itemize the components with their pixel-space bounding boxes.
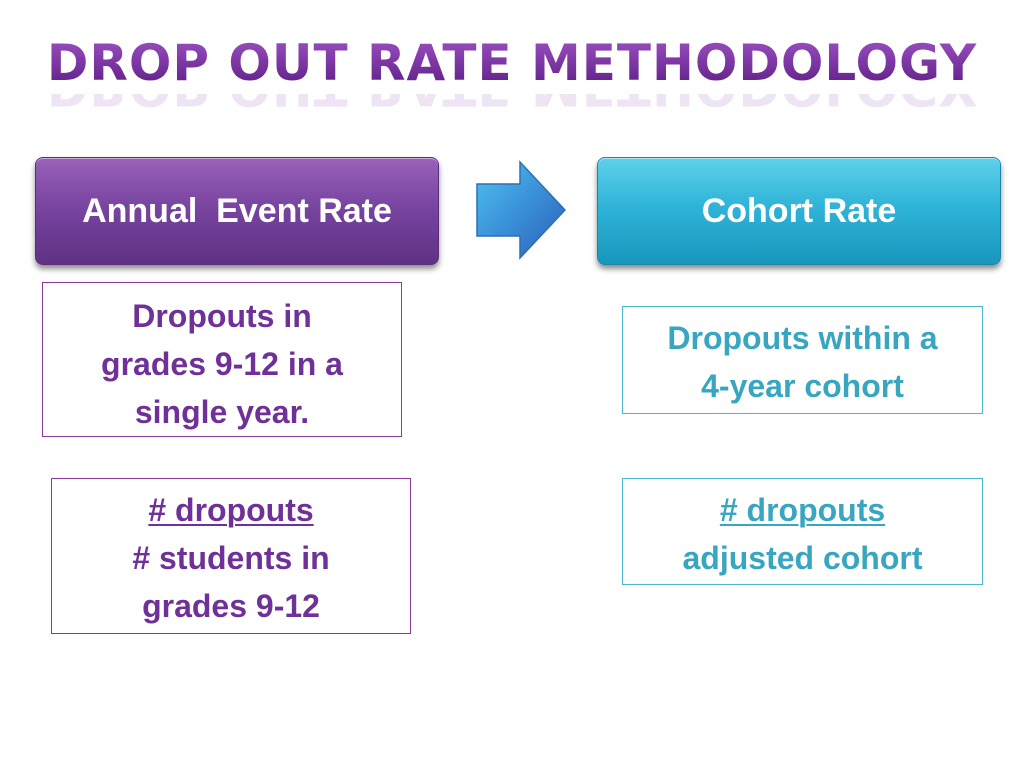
annual-event-rate-box: Annual Event Rate <box>35 157 439 265</box>
cohort-definition-line-1: Dropouts within a <box>667 320 938 356</box>
slide-title: DROP OUT RATE METHODOLOGY <box>46 34 978 92</box>
slide-title-reflection-text: DROP OUT RATE METHODOLOGY <box>47 94 977 112</box>
cohort-rate-box: Cohort Rate <box>597 157 1001 265</box>
annual-formula-box: # dropouts # students in grades 9-12 <box>51 478 411 634</box>
cohort-definition-box: Dropouts within a 4-year cohort <box>622 306 983 414</box>
slide-title-container: DROP OUT RATE METHODOLOGY <box>0 38 1024 88</box>
cohort-formula-denominator: adjusted cohort <box>682 540 923 576</box>
annual-definition-line-2: grades 9-12 in a <box>101 346 343 382</box>
cohort-formula-numerator: # dropouts <box>719 492 886 528</box>
annual-formula-denominator-line-2: grades 9-12 <box>142 588 320 624</box>
right-arrow-icon <box>476 160 567 260</box>
cohort-rate-label: Cohort Rate <box>701 191 897 230</box>
cohort-formula-box: # dropouts adjusted cohort <box>622 478 983 585</box>
annual-formula-denominator-line-1: # students in <box>132 540 330 576</box>
annual-definition-box: Dropouts in grades 9-12 in a single year… <box>42 282 402 437</box>
slide-title-reflection: DROP OUT RATE METHODOLOGY <box>0 94 1024 112</box>
annual-formula-numerator: # dropouts <box>148 492 314 528</box>
annual-definition-line-1: Dropouts in <box>132 298 312 334</box>
cohort-definition-line-2: 4-year cohort <box>701 368 904 404</box>
annual-event-rate-label: Annual Event Rate <box>82 191 392 230</box>
annual-definition-line-3: single year. <box>134 394 310 430</box>
